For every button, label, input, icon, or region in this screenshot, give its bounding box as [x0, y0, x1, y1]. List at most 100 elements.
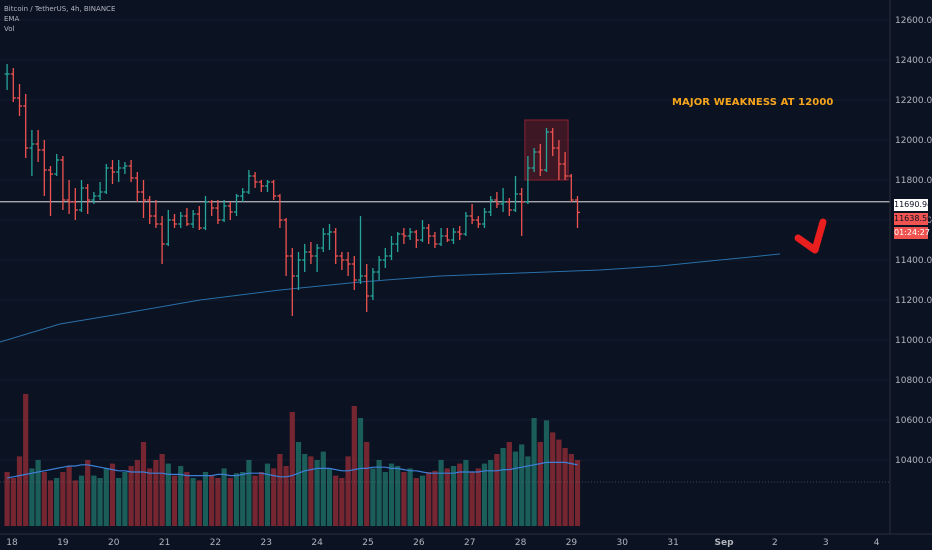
- volume-bar: [29, 468, 35, 526]
- volume-bar: [556, 439, 562, 526]
- volume-bar: [302, 454, 308, 526]
- volume-bar: [196, 480, 202, 526]
- price-tick-label: 11000.00: [895, 336, 932, 346]
- volume-bar: [10, 478, 16, 526]
- volume-bar: [202, 472, 209, 526]
- volume-bar: [246, 460, 252, 526]
- volume-bar: [54, 478, 60, 526]
- volume-bar: [252, 475, 258, 526]
- volume-bar: [494, 454, 500, 526]
- volume-bar: [345, 456, 351, 526]
- volume-bar: [240, 472, 246, 526]
- volume-bar: [85, 460, 91, 526]
- date-tick-label: 31: [667, 538, 678, 548]
- date-tick-label: 2: [772, 538, 778, 548]
- volume-bar: [122, 472, 128, 526]
- date-tick-label: Sep: [714, 538, 734, 548]
- date-tick-label: 4: [874, 538, 880, 548]
- volume-bar: [190, 478, 196, 526]
- volume-bar: [432, 470, 438, 526]
- date-tick-label: 3: [823, 538, 829, 548]
- volume-bar: [103, 468, 109, 526]
- volume-bar: [450, 466, 457, 526]
- date-axis[interactable]: 18 19 20 21 22 23 24 25 26 27 28 29 30 31 Sep 2 3 4: [0, 533, 932, 548]
- volume-bar: [382, 472, 388, 526]
- ema-line: [0, 253, 781, 343]
- volume-bar: [457, 463, 463, 526]
- volume-bar: [574, 460, 581, 526]
- volume-bar: [66, 466, 72, 526]
- price-tick-label: 12400.00: [895, 56, 932, 66]
- date-tick-label: 30: [617, 538, 629, 548]
- volume-bar: [233, 473, 240, 526]
- date-tick-label: 22: [210, 538, 221, 548]
- volume-bar: [258, 472, 264, 526]
- volume-bars: [4, 394, 581, 526]
- volume-bar: [543, 420, 550, 526]
- date-tick-label: 29: [566, 538, 578, 548]
- volume-bar: [308, 456, 314, 526]
- volume-bar: [370, 468, 376, 526]
- volume-bar: [413, 478, 419, 526]
- volume-bar: [395, 466, 401, 526]
- volume-bar: [512, 451, 519, 526]
- volume-bar: [475, 468, 481, 526]
- date-tick-label: 28: [515, 538, 527, 548]
- volume-bar: [147, 468, 153, 526]
- price-tick-label: 10600.00: [895, 416, 932, 426]
- volume-bar: [407, 468, 413, 526]
- volume-bar: [388, 463, 395, 526]
- date-tick-label: 18: [6, 538, 18, 548]
- volume-bar: [35, 460, 41, 526]
- volume-bar: [171, 475, 178, 526]
- volume-bar: [401, 472, 407, 526]
- volume-bar: [178, 466, 184, 526]
- volume-bar: [47, 480, 54, 526]
- volume-bar: [438, 460, 444, 526]
- volume-bar: [23, 394, 29, 526]
- volume-bar: [537, 442, 543, 526]
- volume-bar: [209, 475, 215, 526]
- volume-bar: [525, 456, 531, 526]
- volume-bar: [568, 454, 574, 526]
- volume-bar: [140, 442, 147, 526]
- volume-bar: [376, 460, 382, 526]
- volume-bar: [481, 463, 488, 526]
- volume-bar: [295, 442, 302, 526]
- volume-bar: [78, 475, 85, 526]
- volume-bar: [351, 406, 357, 526]
- vol-label[interactable]: Vol: [4, 25, 15, 33]
- volume-bar: [109, 463, 116, 526]
- price-tick-label: 12200.00: [895, 96, 932, 106]
- symbol-label[interactable]: Bitcoin / TetherUS, 4h, BINANCE: [4, 5, 116, 13]
- volume-bar: [215, 478, 221, 526]
- down-arrow-icon: [794, 218, 827, 254]
- volume-bar: [500, 448, 506, 526]
- price-tick-label: 11200.00: [895, 296, 932, 306]
- volume-bar: [364, 442, 370, 526]
- price-tick-label: 10800.00: [895, 376, 932, 386]
- volume-bar: [506, 442, 512, 526]
- date-tick-label: 27: [464, 538, 475, 548]
- volume-bar: [320, 451, 326, 526]
- weakness-annotation: MAJOR WEAKNESS AT 12000: [672, 97, 834, 108]
- last-price-tag: 11638.50: [894, 213, 932, 225]
- volume-bar: [184, 472, 190, 526]
- volume-bar: [16, 456, 23, 526]
- volume-bar: [128, 466, 134, 526]
- volume-ma-line: [0, 461, 890, 483]
- volume-bar: [91, 475, 97, 526]
- hline-price-tag: 11690.94: [894, 199, 932, 211]
- volume-bar: [339, 478, 345, 526]
- volume-bar: [4, 472, 10, 526]
- ema-label[interactable]: EMA: [4, 15, 20, 23]
- volume-ma-polyline: [6, 461, 578, 479]
- date-tick-label: 24: [311, 538, 323, 548]
- volume-bar: [531, 418, 537, 526]
- volume-bar: [221, 468, 227, 526]
- grid-lines: [0, 19, 890, 461]
- date-tick-label: 25: [362, 538, 373, 548]
- date-tick-label: 20: [108, 538, 120, 548]
